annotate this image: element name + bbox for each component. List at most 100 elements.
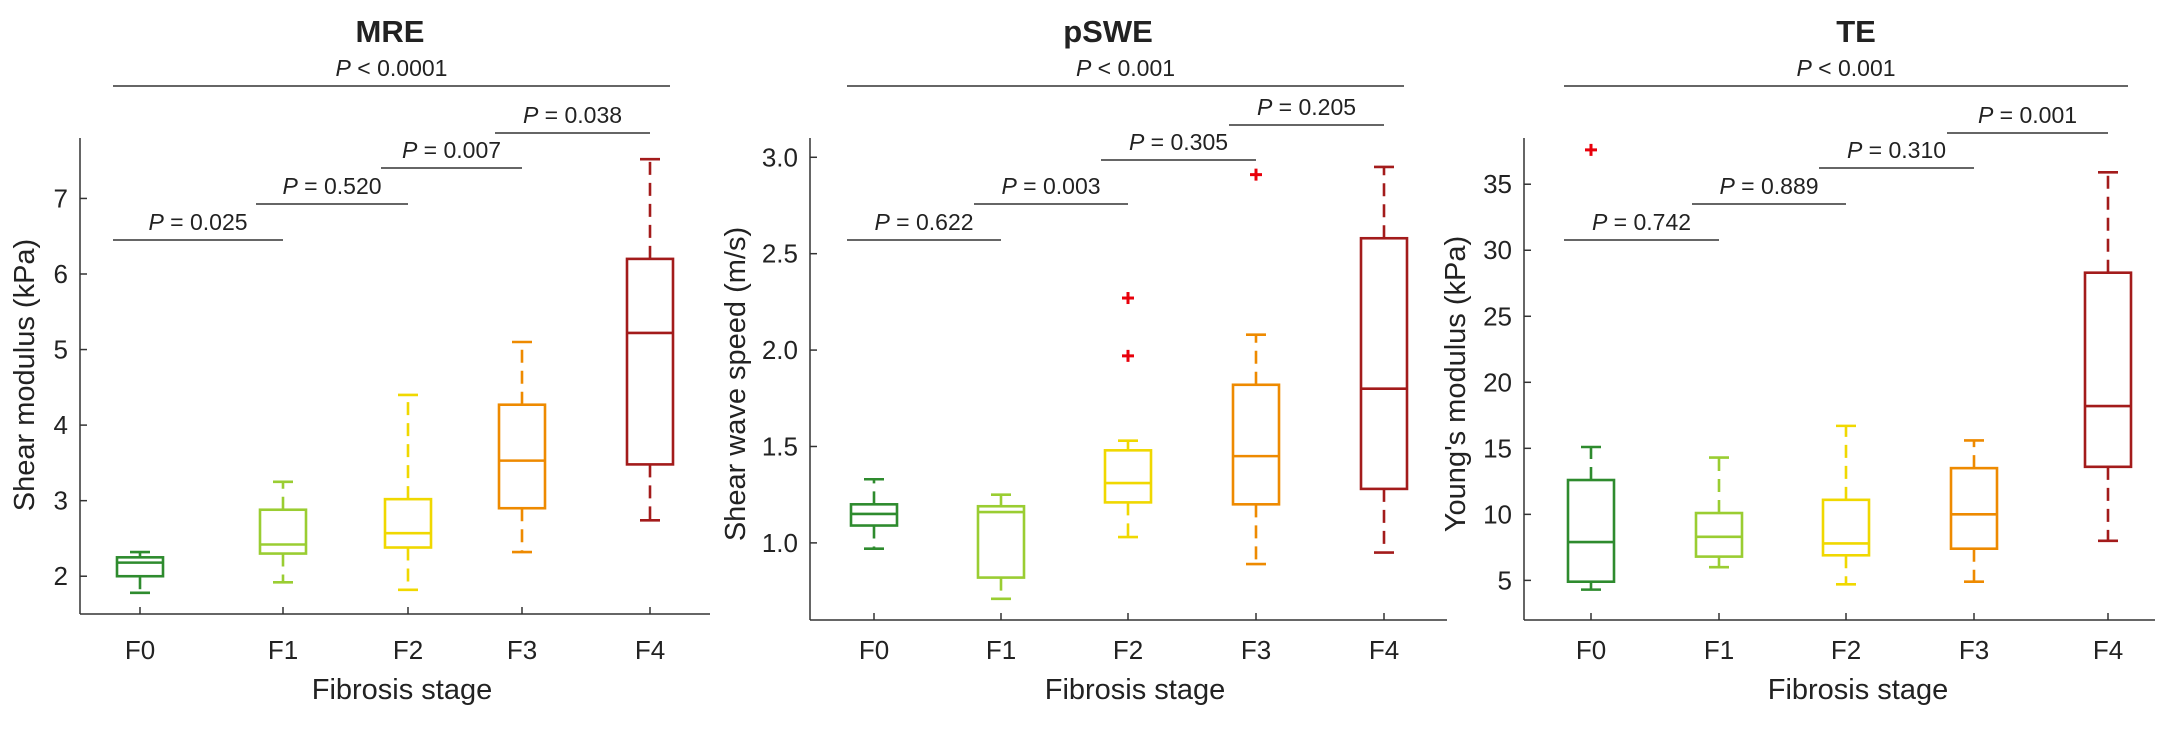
y-tick-label: 5 <box>1498 565 1512 595</box>
p-value-label: P = 0.889 <box>1719 173 1818 199</box>
p-value-text: = 0.520 <box>298 173 382 199</box>
iqr-box <box>258 508 308 555</box>
box-f1 <box>1694 456 1744 569</box>
p-symbol: P <box>523 102 539 128</box>
x-axis-label: Fibrosis stage <box>1045 674 1226 706</box>
p-value-label: P < 0.0001 <box>336 55 448 81</box>
y-tick-label: 2.5 <box>762 239 798 269</box>
p-value-text: = 0.622 <box>890 209 974 235</box>
p-value-label: P = 0.025 <box>148 209 247 235</box>
y-tick-label: 35 <box>1483 169 1512 199</box>
p-value-text: = 0.007 <box>417 137 501 163</box>
y-tick-label: 15 <box>1483 433 1512 463</box>
box-f3 <box>497 340 547 554</box>
box-f4 <box>1359 165 1409 554</box>
p-symbol: P <box>336 55 352 81</box>
x-tick-label: F1 <box>1704 635 1734 665</box>
p-value-text: = 0.025 <box>164 209 248 235</box>
p-symbol: P <box>402 137 418 163</box>
p-value-text: = 0.038 <box>538 102 622 128</box>
p-value-label: P = 0.305 <box>1129 129 1228 155</box>
iqr-box <box>625 257 675 466</box>
comparison-f0-f1: P = 0.622 <box>847 209 1001 241</box>
x-tick-label: F3 <box>1241 635 1271 665</box>
y-axis-label: Shear wave speed (m/s) <box>720 227 752 541</box>
x-tick-label: F0 <box>125 635 155 665</box>
p-symbol: P <box>1719 173 1735 199</box>
comparison-f3-f4: P = 0.001 <box>1947 102 2108 134</box>
p-value-text: = 0.310 <box>1862 137 1946 163</box>
p-symbol: P <box>1847 137 1863 163</box>
comparison-f2-f3: P = 0.310 <box>1819 137 1974 169</box>
comparison-f0-f4: P < 0.0001 <box>113 55 670 87</box>
y-tick-label: 3.0 <box>762 142 798 172</box>
p-value-text: = 0.205 <box>1272 94 1356 120</box>
comparison-f0-f1: P = 0.742 <box>1564 209 1719 241</box>
comparison-f1-f2: P = 0.520 <box>256 173 408 205</box>
y-tick-label: 1.0 <box>762 528 798 558</box>
outlier-marker <box>1122 292 1134 305</box>
y-tick-label: 30 <box>1483 235 1512 265</box>
p-symbol: P <box>282 173 298 199</box>
comparison-f3-f4: P = 0.205 <box>1229 94 1384 126</box>
p-value-label: P < 0.001 <box>1076 55 1175 81</box>
x-tick-label: F1 <box>986 635 1016 665</box>
y-tick-label: 6 <box>54 259 68 289</box>
box-f3 <box>1231 168 1281 566</box>
p-value-label: P = 0.520 <box>282 173 381 199</box>
comparison-f2-f3: P = 0.305 <box>1101 129 1256 161</box>
p-value-label: P = 0.622 <box>874 209 973 235</box>
box-f2 <box>1821 424 1871 586</box>
p-value-label: P = 0.001 <box>1978 102 2077 128</box>
x-tick-label: F2 <box>1831 635 1861 665</box>
x-tick-label: F1 <box>268 635 298 665</box>
box-f4 <box>2083 171 2133 543</box>
comparison-f2-f3: P = 0.007 <box>381 137 522 169</box>
x-tick-label: F3 <box>507 635 537 665</box>
outlier-marker <box>1250 168 1262 181</box>
box-f0 <box>1566 143 1616 591</box>
iqr-box <box>1566 478 1616 584</box>
iqr-box <box>1821 498 1871 557</box>
box-f2 <box>1103 292 1153 539</box>
iqr-box <box>976 504 1026 579</box>
y-tick-label: 2.0 <box>762 335 798 365</box>
iqr-box <box>1359 236 1409 491</box>
comparison-f0-f4: P < 0.001 <box>1564 55 2128 87</box>
iqr-box <box>383 497 433 549</box>
y-tick-label: 2 <box>54 561 68 591</box>
p-value-text: < 0.001 <box>1812 55 1896 81</box>
y-axis-label: Shear modulus (kPa) <box>9 239 41 511</box>
outlier-marker <box>1585 143 1597 156</box>
x-tick-label: F0 <box>859 635 889 665</box>
box-f3 <box>1949 439 1999 584</box>
y-tick-label: 7 <box>54 183 68 213</box>
comparison-f3-f4: P = 0.038 <box>495 102 650 134</box>
iqr-box <box>2083 271 2133 469</box>
p-symbol: P <box>1076 55 1092 81</box>
p-value-label: P = 0.310 <box>1847 137 1946 163</box>
panel-te: TE 5 10 15 20 25 30 35 F0 F1 F2 F3 F4 Fibrosis stage Y… <box>1440 14 2155 706</box>
comparison-f0-f4: P < 0.001 <box>847 55 1404 87</box>
p-value-text: = 0.001 <box>1993 102 2077 128</box>
y-axis-label: Young's modulus (kPa) <box>1440 236 1472 532</box>
p-value-label: P = 0.038 <box>523 102 622 128</box>
p-symbol: P <box>1257 94 1273 120</box>
panel-title: MRE <box>356 14 425 49</box>
p-symbol: P <box>1001 173 1017 199</box>
p-symbol: P <box>148 209 164 235</box>
y-tick-label: 20 <box>1483 367 1512 397</box>
outlier-marker <box>1122 349 1134 362</box>
p-value-label: P = 0.205 <box>1257 94 1356 120</box>
panel-mre: MRE 2 3 4 5 6 7 F0 F1 F2 F3 F4 Fibrosis stage Shear m… <box>9 14 710 706</box>
x-tick-label: F0 <box>1576 635 1606 665</box>
iqr-box <box>1694 511 1744 558</box>
panel-pswe: pSWE 1.0 1.5 2.0 2.5 3.0 F0 F1 F2 F3 F4 Fibrosis st… <box>720 14 1447 706</box>
box-f0 <box>115 550 165 595</box>
p-value-label: P = 0.003 <box>1001 173 1100 199</box>
box-f2 <box>383 393 433 592</box>
iqr-box <box>115 556 165 578</box>
p-symbol: P <box>1978 102 1994 128</box>
x-tick-label: F4 <box>635 635 665 665</box>
p-value-label: P = 0.007 <box>402 137 501 163</box>
